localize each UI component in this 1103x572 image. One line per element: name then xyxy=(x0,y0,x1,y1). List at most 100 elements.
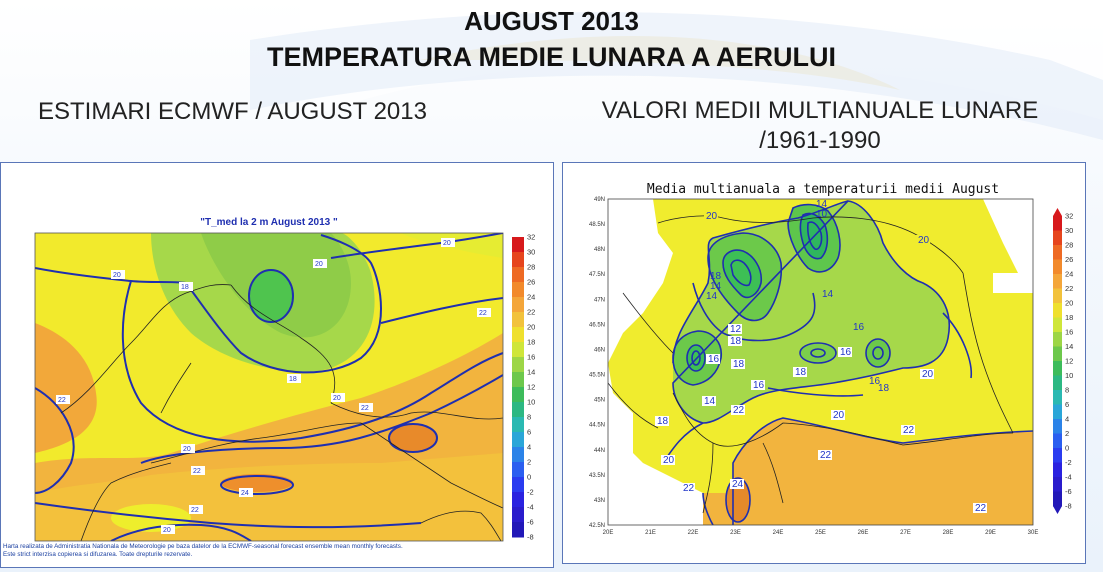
colorbar-tick-label: 22 xyxy=(1065,284,1073,293)
colorbar-tick-label: 30 xyxy=(527,248,535,257)
colorbar-segment xyxy=(1053,303,1062,318)
contour-label: 18 xyxy=(795,367,807,378)
contour-label: 14 xyxy=(704,396,716,407)
lat-tick-label: 45.5N xyxy=(589,373,605,379)
colorbar-tick-label: 14 xyxy=(527,368,535,377)
lat-tick-label: 44.5N xyxy=(589,423,605,429)
contour-label: 14 xyxy=(706,291,718,302)
colorbar-segment xyxy=(1053,404,1062,420)
colorbar-segment xyxy=(512,372,524,388)
colorbar-tick-label: -2 xyxy=(1065,458,1072,467)
colorbar-top-arrow xyxy=(1053,208,1062,216)
lat-tick-label: 48N xyxy=(594,247,605,253)
contour-label: 18 xyxy=(878,383,890,394)
colorbar-segment xyxy=(512,507,524,523)
colorbar-tick-label: -8 xyxy=(1065,502,1072,511)
contour-label: 20 xyxy=(315,261,323,268)
colorbar-segment xyxy=(1053,274,1062,289)
colorbar-segment xyxy=(1053,477,1062,492)
contour-label: 20 xyxy=(706,211,718,222)
contour-label: 16 xyxy=(840,347,852,358)
contour-label: 18 xyxy=(710,271,722,282)
colorbar-tick-label: 6 xyxy=(527,428,531,437)
colorbar-tick-label: 14 xyxy=(1065,342,1073,351)
right-map-figure: Media multianuala a temperaturii medii A… xyxy=(589,182,1073,536)
right-map-panel: Media multianuala a temperaturii medii A… xyxy=(562,162,1086,564)
colorbar-tick-label: 10 xyxy=(527,398,535,407)
colorbar-segment xyxy=(1053,216,1062,231)
contour-label: 16 xyxy=(708,354,720,365)
colorbar-tick-label: 16 xyxy=(1065,328,1073,337)
contour-label: 20 xyxy=(663,455,675,466)
contour-label: 18 xyxy=(289,376,297,383)
colorbar-tick-label: -4 xyxy=(527,503,534,512)
colorbar-segment xyxy=(1053,332,1062,347)
colorbar-tick-label: 22 xyxy=(527,308,535,317)
colorbar-segment xyxy=(1053,346,1062,362)
colorbar-tick-label: 4 xyxy=(1065,415,1069,424)
lon-tick-label: 24E xyxy=(773,530,784,536)
right-map-field xyxy=(608,199,1033,525)
lat-tick-label: 47.5N xyxy=(589,272,605,278)
colorbar-tick-label: -6 xyxy=(527,518,534,527)
colorbar-segment xyxy=(512,462,524,478)
colorbar-segment xyxy=(512,282,524,298)
left-map-field xyxy=(35,233,503,541)
colorbar-segment xyxy=(1053,361,1062,376)
lon-tick-label: 27E xyxy=(900,530,911,536)
colorbar-segment xyxy=(512,297,524,313)
right-map-lon-axis: 20E 21E 22E 23E 24E 25E 26E 27E 28E 29E 30E xyxy=(603,530,1039,536)
contour-label: 22 xyxy=(191,507,199,514)
right-map-contour-labels: 20 14 10 20 14 18 14 12 18 16 16 18 16 1… xyxy=(655,199,987,514)
lat-tick-label: 47N xyxy=(594,297,605,303)
colorbar-tick-label: 26 xyxy=(527,278,535,287)
left-map-contour-labels: 20 18 20 22 20 18 20 22 22 24 22 20 2 xyxy=(56,238,491,534)
left-map-figure: "T_med la 2 m August 2013 " xyxy=(34,217,535,542)
colorbar-segment xyxy=(512,312,524,328)
colorbar-segment xyxy=(512,387,524,403)
lat-tick-label: 46N xyxy=(594,347,605,353)
colorbar-tick-label: -2 xyxy=(527,488,534,497)
colorbar-tick-label: 30 xyxy=(1065,226,1073,235)
colorbar-segment xyxy=(1053,491,1062,507)
lat-tick-label: 48.5N xyxy=(589,222,605,228)
contour-label: 22 xyxy=(683,483,695,494)
contour-label: 20 xyxy=(918,235,930,246)
colorbar-tick-label: 18 xyxy=(1065,313,1073,322)
colorbar-segment xyxy=(512,267,524,283)
colorbar-segment xyxy=(512,342,524,358)
lat-tick-label: 42.5N xyxy=(589,523,605,529)
footer-line1: Harta realizata de Administratia Nationa… xyxy=(3,543,403,550)
lon-tick-label: 25E xyxy=(815,530,826,536)
colorbar-tick-label: 12 xyxy=(1065,357,1073,366)
colorbar-segment xyxy=(1053,288,1062,304)
colorbar-segment xyxy=(512,477,524,493)
left-map-title: "T_med la 2 m August 2013 " xyxy=(200,217,338,228)
colorbar-tick-label: 26 xyxy=(1065,255,1073,264)
right-map-contours xyxy=(662,200,1033,525)
right-subtitle-line2: /1961-1990 xyxy=(759,127,881,154)
colorbar-tick-label: 20 xyxy=(1065,299,1073,308)
contour-label: 20 xyxy=(113,272,121,279)
contour-label: 12 xyxy=(730,324,742,335)
colorbar-tick-label: -4 xyxy=(1065,473,1072,482)
lat-tick-label: 44N xyxy=(594,448,605,454)
contour-label: 20 xyxy=(163,527,171,534)
colorbar-segment xyxy=(512,417,524,433)
contour-label: 20 xyxy=(922,369,934,380)
lon-tick-label: 23E xyxy=(730,530,741,536)
colorbar-segment xyxy=(1053,448,1062,463)
colorbar-tick-label: 0 xyxy=(527,473,531,482)
colorbar-tick-label: 6 xyxy=(1065,400,1069,409)
contour-label: 24 xyxy=(732,479,744,490)
colorbar-bottom-arrow xyxy=(1053,506,1062,514)
colorbar-segment xyxy=(512,492,524,508)
colorbar-segment xyxy=(512,522,524,538)
contour-label: 22 xyxy=(975,503,987,514)
page-title-line1: AUGUST 2013 xyxy=(464,6,639,36)
lon-tick-label: 26E xyxy=(858,530,869,536)
right-map-title: Media multianuala a temperaturii medii A… xyxy=(647,182,999,197)
colorbar-segment xyxy=(512,432,524,448)
